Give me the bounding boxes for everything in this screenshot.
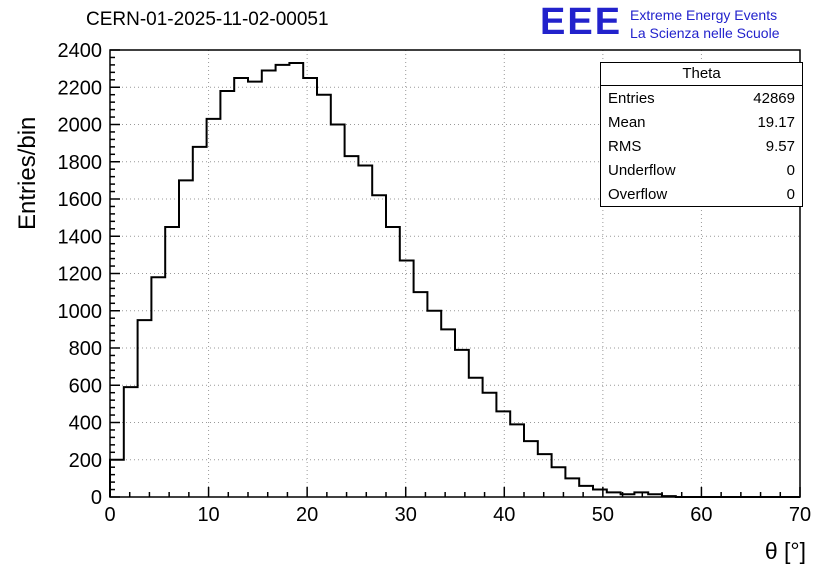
stats-value: 0: [786, 186, 795, 203]
y-tick-label: 1600: [58, 189, 103, 211]
x-tick-label: 40: [493, 504, 515, 526]
stats-label: RMS: [608, 138, 642, 155]
stats-label: Underflow: [608, 162, 676, 179]
stats-row: Mean 19.17: [601, 110, 802, 134]
y-tick-label: 1000: [58, 301, 103, 323]
x-tick-label: 60: [690, 504, 712, 526]
x-tick-label: 0: [104, 504, 115, 526]
y-tick-label: 2000: [58, 115, 103, 137]
y-tick-label: 1400: [58, 226, 103, 248]
stats-box: Theta Entries 42869 Mean 19.17 RMS 9.57 …: [600, 62, 803, 207]
eee-logo-text: EEE: [540, 1, 623, 43]
y-tick-label: 200: [69, 450, 102, 472]
stats-row: Overflow 0: [601, 182, 802, 206]
x-tick-label: 50: [592, 504, 614, 526]
stats-value: 9.57: [765, 138, 795, 155]
x-tick-label: 20: [296, 504, 318, 526]
eee-logo-caption: Extreme Energy Events La Scienza nelle S…: [630, 4, 779, 42]
histogram-line: [109, 62, 800, 498]
stats-value: 0: [786, 162, 795, 179]
y-tick-label: 1200: [58, 264, 103, 286]
y-tick-label: 600: [69, 375, 102, 397]
stats-title: Theta: [601, 63, 802, 86]
y-tick-label: 800: [69, 338, 102, 360]
stats-label: Entries: [608, 90, 655, 107]
x-axis-label: θ [°]: [764, 538, 806, 564]
x-tick-label: 30: [395, 504, 417, 526]
stats-value: 19.17: [757, 114, 795, 131]
y-tick-label: 0: [91, 487, 102, 509]
eee-logo-line2: La Scienza nelle Scuole: [630, 25, 780, 42]
stats-value: 42869: [753, 90, 795, 107]
stats-row: RMS 9.57: [601, 134, 802, 158]
plot-title: CERN-01-2025-11-02-00051: [86, 9, 329, 30]
y-tick-label: 2200: [58, 77, 103, 99]
y-tick-label: 1800: [58, 152, 103, 174]
stats-row: Underflow 0: [601, 158, 802, 182]
eee-logo: EEE Extreme Energy Events La Scienza nel…: [540, 1, 779, 43]
stats-row: Entries 42869: [601, 86, 802, 110]
stats-label: Overflow: [608, 186, 668, 203]
x-tick-label: 10: [197, 504, 219, 526]
eee-logo-line1: Extreme Energy Events: [630, 7, 778, 23]
y-axis-label: Entries/bin: [14, 116, 41, 230]
y-tick-label: 400: [69, 413, 102, 435]
x-tick-label: 70: [789, 504, 811, 526]
y-tick-label: 2400: [58, 40, 103, 62]
stats-label: Mean: [608, 114, 646, 131]
